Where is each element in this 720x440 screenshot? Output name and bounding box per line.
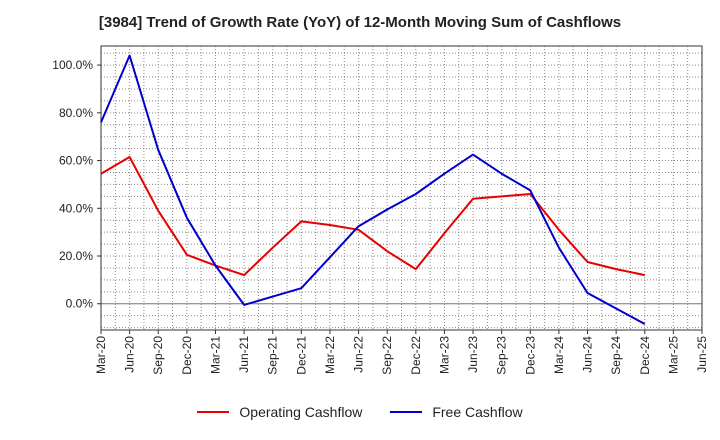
chart-title: [3984] Trend of Growth Rate (YoY) of 12-…	[98, 14, 622, 31]
series-line-operating-cashflow	[100, 156, 646, 277]
series-layer	[100, 54, 646, 325]
x-tick-label: Sep-23	[495, 336, 509, 375]
legend-swatch-operating-cashflow	[197, 411, 230, 413]
y-tick-label: 20.0%	[59, 249, 93, 263]
legend-label-free-cashflow: Free Cashflow	[432, 404, 523, 420]
x-tick-label: Dec-20	[180, 336, 194, 375]
legend-swatch-free-cashflow	[390, 411, 423, 413]
legend-item-operating-cashflow: Operating Cashflow	[197, 404, 362, 420]
legend-item-free-cashflow: Free Cashflow	[390, 404, 523, 420]
axis-layer: 0.0% 20.0% 40.0% 60.0% 80.0% 100.0% Mar-20 Jun-…	[52, 45, 709, 375]
x-tick-label: Mar-22	[323, 336, 337, 374]
x-tick-label: Jun-22	[352, 336, 366, 373]
plot-frame	[100, 45, 703, 331]
x-tick-label: Dec-21	[294, 336, 308, 375]
y-tick-label: 80.0%	[59, 106, 93, 120]
series-line-free-cashflow	[100, 54, 646, 325]
legend: Operating Cashflow Free Cashflow	[0, 404, 720, 420]
y-tick-label: 100.0%	[52, 58, 93, 72]
x-tick-label: Mar-25	[666, 336, 680, 374]
x-tick-label: Dec-23	[523, 336, 537, 375]
x-tick-label: Mar-21	[208, 336, 222, 374]
x-tick-label: Mar-24	[552, 336, 566, 374]
x-tick-label: Jun-20	[123, 336, 137, 373]
x-tick-label: Jun-25	[695, 336, 709, 373]
y-tick-label: 60.0%	[59, 154, 93, 168]
y-tick-label: 0.0%	[66, 297, 94, 311]
x-tick-label: Jun-23	[466, 336, 480, 373]
x-tick-label: Sep-24	[609, 336, 623, 375]
legend-label-operating-cashflow: Operating Cashflow	[239, 404, 363, 420]
x-tick-label: Mar-20	[94, 336, 108, 374]
x-tick-label: Dec-22	[409, 336, 423, 375]
x-tick-label: Jun-24	[581, 336, 595, 373]
x-tick-label: Sep-20	[151, 336, 165, 375]
x-tick-label: Dec-24	[638, 336, 652, 375]
grid-layer	[101, 46, 702, 330]
y-tick-label: 40.0%	[59, 201, 93, 215]
x-tick-label: Sep-22	[380, 336, 394, 375]
x-tick-label: Jun-21	[237, 336, 251, 373]
x-tick-label: Mar-23	[437, 336, 451, 374]
x-tick-label: Sep-21	[266, 336, 280, 375]
